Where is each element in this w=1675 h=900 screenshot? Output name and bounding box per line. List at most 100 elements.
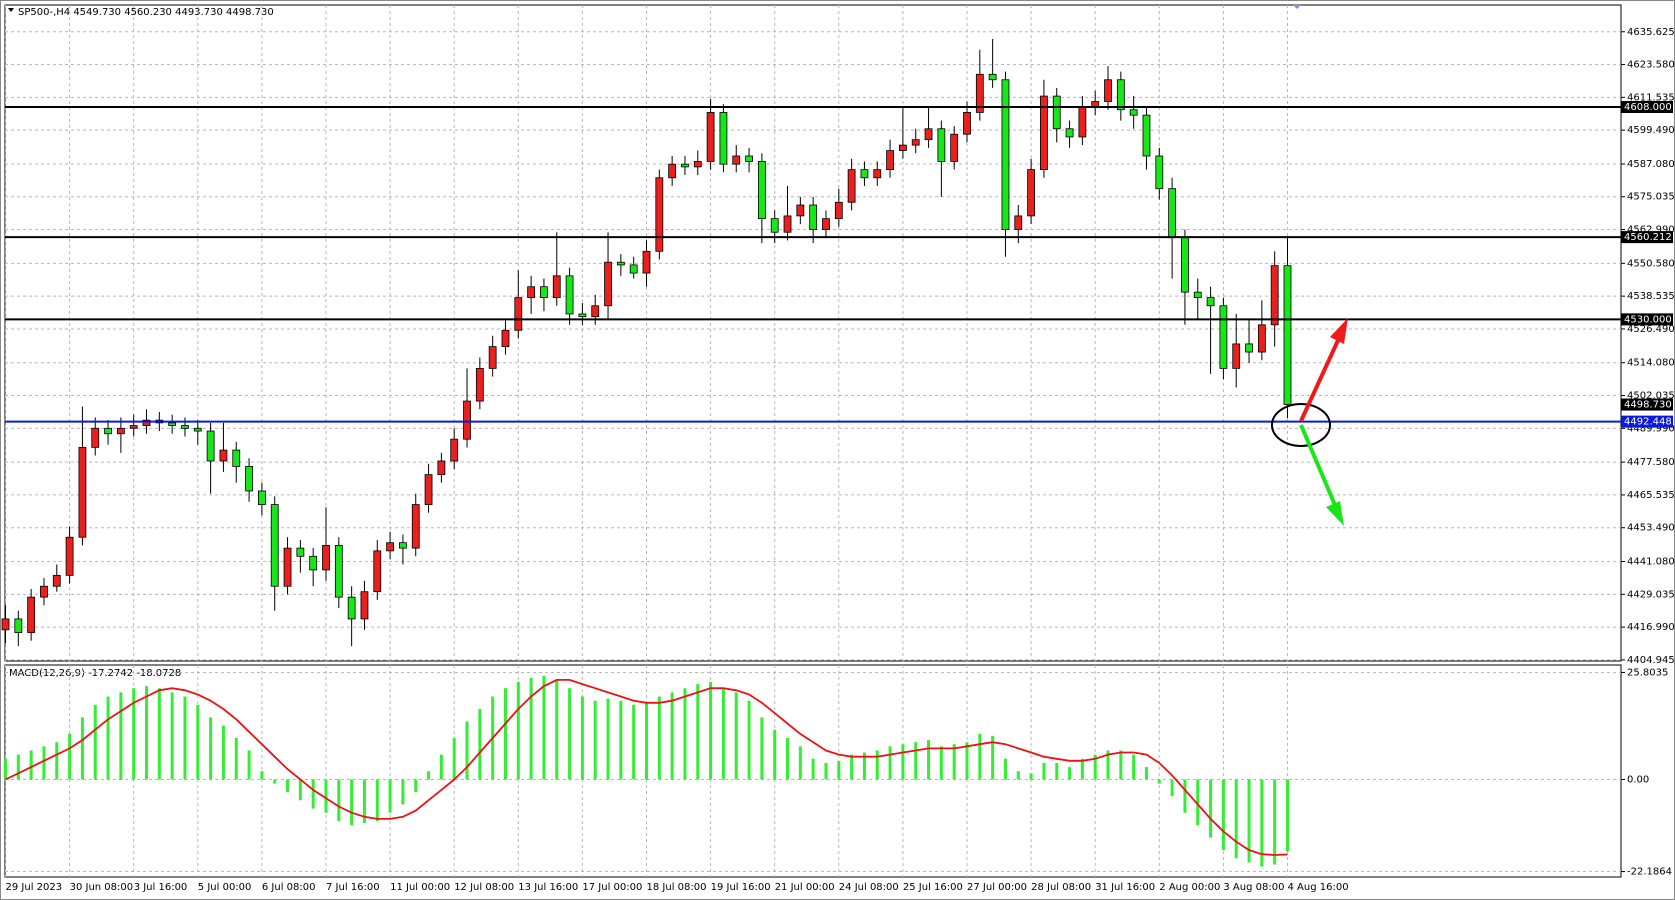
candle-body — [1, 618, 10, 631]
y-tick-label: 4404.945 — [1627, 655, 1675, 666]
macd-bar — [593, 700, 597, 780]
candle-body — [1027, 169, 1035, 217]
candle-body — [386, 542, 395, 552]
macd-title: MACD(12,26,9) -17.2742 -18.0728 — [9, 668, 181, 679]
x-tick-label: 6 Jul 08:00 — [262, 882, 316, 893]
macd-bar — [401, 779, 405, 805]
macd-bar — [991, 735, 995, 780]
candle-body — [52, 574, 61, 587]
macd-bar — [375, 779, 379, 821]
candle-body — [206, 430, 215, 462]
macd-bar — [965, 742, 969, 780]
candle-body — [1257, 324, 1266, 353]
macd-bar — [337, 779, 341, 821]
x-tick-label: 24 Jul 08:00 — [839, 882, 899, 893]
macd-bar — [465, 721, 469, 780]
macd-bar — [927, 740, 931, 780]
candle-body — [886, 150, 894, 171]
x-tick-label: 11 Jul 00:00 — [390, 882, 450, 893]
macd-bar — [452, 738, 456, 780]
candle-body — [78, 446, 87, 538]
candle-body — [591, 305, 600, 318]
y-tick-label: 4538.535 — [1627, 291, 1675, 302]
y-tick-label: 4514.080 — [1627, 358, 1675, 369]
macd-bar — [696, 684, 700, 780]
macd-bar — [196, 704, 200, 780]
x-tick-label: 29 Jul 2023 — [6, 882, 63, 893]
candle-body — [283, 547, 292, 587]
macd-bar — [1068, 767, 1072, 780]
x-tick-label: 3 Aug 08:00 — [1223, 882, 1284, 893]
candle-body — [757, 161, 766, 220]
macd-bar — [68, 733, 72, 780]
level-label: 4608.000 — [1624, 102, 1672, 113]
candle-body — [809, 204, 818, 230]
x-tick-label: 3 Jul 16:00 — [134, 882, 188, 893]
circle-annotation — [1271, 403, 1331, 447]
candle-body — [655, 177, 664, 252]
candle-body — [65, 536, 74, 576]
candle-body — [975, 73, 984, 113]
y-tick-label: 4611.535 — [1627, 92, 1675, 103]
macd-bar — [811, 758, 815, 780]
candle-body — [783, 215, 792, 233]
x-tick-label: 18 Jul 08:00 — [647, 882, 707, 893]
macd-bar — [221, 725, 225, 780]
macd-bar — [670, 692, 674, 780]
candle-body — [604, 261, 612, 307]
x-tick-label: 25 Jul 16:00 — [903, 882, 963, 893]
candle-body — [822, 218, 830, 230]
macd-bar — [234, 738, 238, 780]
candle-body — [1168, 188, 1177, 239]
y-tick-label: 4453.490 — [1627, 523, 1675, 534]
candle-body — [540, 286, 548, 298]
candle-body — [629, 264, 638, 274]
x-tick-label: 12 Jul 08:00 — [454, 882, 514, 893]
macd-bar — [157, 688, 161, 780]
macd-bar — [1093, 754, 1097, 780]
candle-body — [1245, 343, 1253, 353]
candle-body — [450, 438, 459, 462]
macd-bar — [132, 688, 136, 780]
level-label: 4560.212 — [1624, 232, 1672, 243]
macd-bar — [657, 696, 661, 780]
candle-body — [424, 474, 433, 505]
macd-bar — [1029, 773, 1033, 780]
candle-body — [1116, 79, 1125, 111]
macd-bar — [529, 677, 533, 780]
down-arrow — [1299, 424, 1337, 506]
candle-body — [899, 144, 907, 151]
candle-body — [1014, 215, 1023, 230]
price-marker-label: 4498.730 — [1624, 400, 1672, 411]
y-tick-label: 4623.580 — [1627, 60, 1675, 71]
macd-bar — [901, 744, 905, 780]
macd-bar — [516, 682, 520, 780]
candle-body — [322, 545, 330, 571]
macd-bar — [16, 754, 20, 780]
candle-body — [501, 329, 510, 348]
macd-bar — [952, 744, 956, 780]
candle-body — [1104, 79, 1112, 102]
x-tick-label: 5 Jul 00:00 — [198, 882, 252, 893]
y-tick-label: 0.00 — [1627, 775, 1649, 786]
candle-body — [1219, 305, 1228, 369]
candle-body — [270, 504, 279, 587]
macd-bar — [862, 752, 866, 780]
macd-bar — [1209, 779, 1213, 838]
candle-body — [257, 490, 266, 505]
candle-body — [1155, 155, 1164, 190]
candle-body — [488, 346, 497, 369]
macd-bar — [709, 682, 713, 780]
macd-bar — [721, 688, 725, 780]
y-tick-label: 4575.035 — [1627, 192, 1675, 203]
title-icon — [8, 8, 14, 12]
macd-bar — [1003, 758, 1007, 780]
macd-bar — [4, 758, 7, 780]
macd-bar — [1144, 767, 1148, 780]
candle-body — [668, 163, 677, 179]
macd-bar — [1132, 754, 1136, 780]
y-tick-label: -22.1864 — [1627, 867, 1672, 878]
macd-bar — [1016, 771, 1020, 780]
